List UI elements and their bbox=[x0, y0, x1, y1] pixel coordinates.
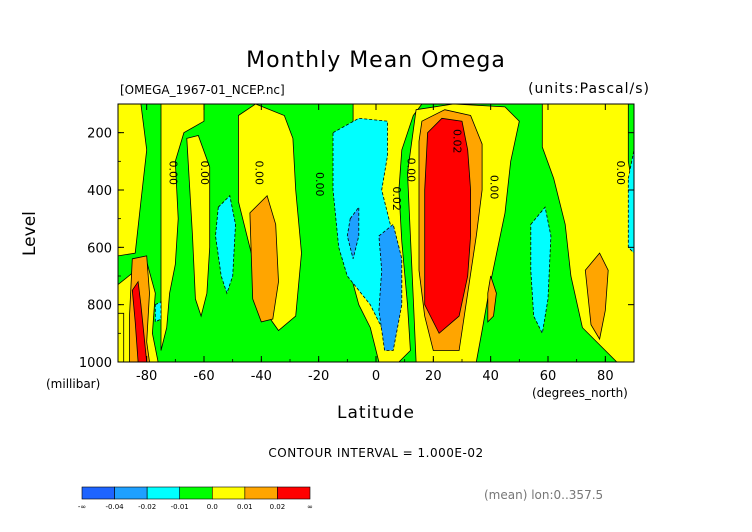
x-tick-label: -20 bbox=[308, 369, 329, 384]
contour-region-0.0_0.01 bbox=[186, 135, 211, 318]
footnote: (mean) lon:0..357.5 bbox=[484, 488, 604, 502]
contour-region--0.02_-0.01 bbox=[530, 206, 552, 335]
colorbar-swatch bbox=[179, 486, 213, 500]
contour-label: 0.02 bbox=[450, 129, 463, 154]
contour-region-0.01_0.02 bbox=[584, 252, 609, 341]
colorbar-swatch bbox=[146, 486, 181, 500]
y-axis-units: (millibar) bbox=[46, 377, 101, 391]
x-tick-label: 80 bbox=[597, 369, 614, 384]
x-tick-label: -40 bbox=[251, 369, 272, 384]
x-tick-label: 20 bbox=[425, 369, 442, 384]
contour-region--0.02_-0.01 bbox=[154, 301, 162, 323]
x-tick-label: 40 bbox=[482, 369, 499, 384]
contour-label: 0.02 bbox=[390, 186, 403, 211]
colorbar-label: -0.02 bbox=[138, 503, 156, 511]
contour-label: 0.00 bbox=[614, 161, 627, 186]
x-tick-label: -80 bbox=[136, 369, 157, 384]
colorbar-label: ∞ bbox=[307, 503, 313, 511]
contour-region--0.02_-0.01 bbox=[627, 149, 634, 254]
chart-title: Monthly Mean Omega bbox=[246, 48, 506, 73]
colorbar-swatch bbox=[211, 486, 246, 500]
y-tick-label: 600 bbox=[87, 241, 112, 256]
contour-region-0.0_0.01 bbox=[118, 312, 125, 362]
x-axis-units: (degrees_north) bbox=[532, 386, 628, 400]
colorbar-swatch bbox=[277, 486, 311, 500]
y-tick-label: 800 bbox=[87, 299, 112, 314]
y-tick-label: 1000 bbox=[79, 356, 112, 371]
contour-interval-text: CONTOUR INTERVAL = 1.000E-02 bbox=[268, 446, 484, 460]
colorbar-label: 0.01 bbox=[237, 503, 253, 511]
colorbar-swatch bbox=[114, 486, 148, 500]
x-tick-label: -60 bbox=[193, 369, 214, 384]
colorbar-label: -0.04 bbox=[106, 503, 125, 511]
colorbar-swatch bbox=[244, 486, 278, 500]
contour-label: 0.00 bbox=[198, 161, 211, 186]
axes: -80 -60 -40 -20 0 20 40 60 80 200 400 600 800 1000 bbox=[79, 103, 635, 384]
contour-region-0.01_0.02 bbox=[487, 275, 497, 323]
contour-region-0.0_0.01 bbox=[541, 104, 634, 362]
y-tick-label: 400 bbox=[87, 184, 112, 199]
units-label: (units:Pascal/s) bbox=[528, 81, 650, 97]
contour-label: 0.00 bbox=[488, 175, 501, 200]
contour-label: 0.00 bbox=[253, 161, 266, 186]
contour-region--0.04_-0.02 bbox=[346, 205, 360, 259]
colorbar-label: -0.01 bbox=[171, 503, 189, 511]
colorbar-swatch bbox=[81, 486, 115, 500]
file-label: [OMEGA_1967-01_NCEP.nc] bbox=[120, 83, 285, 97]
y-axis-label: Level bbox=[20, 211, 40, 256]
contour-label: 0.00 bbox=[405, 158, 418, 183]
contour-region-0.0_0.01 bbox=[160, 104, 205, 351]
colorbar: -∞ -0.04 -0.02 -0.01 0.0 0.01 0.02 ∞ bbox=[78, 486, 313, 511]
colorbar-label: -∞ bbox=[78, 503, 86, 511]
contour-region-0.0_0.01 bbox=[118, 104, 148, 257]
y-tick-label: 200 bbox=[87, 127, 112, 142]
x-tick-label: 0 bbox=[372, 369, 380, 384]
x-tick-label: 60 bbox=[540, 369, 557, 384]
contour-region--0.02_-0.01 bbox=[215, 194, 236, 295]
contour-labels: 0.00 0.00 0.00 0.000.000.020.020.000.00 bbox=[167, 129, 627, 211]
contour-region--0.04_-0.02 bbox=[378, 223, 403, 351]
x-axis-label: Latitude bbox=[337, 403, 415, 423]
contour-label: 0.00 bbox=[313, 172, 326, 197]
contour-regions bbox=[118, 104, 634, 362]
contour-region-above_0.02 bbox=[424, 117, 472, 334]
colorbar-label: 0.02 bbox=[270, 503, 286, 511]
colorbar-label: 0.0 bbox=[207, 503, 218, 511]
contour-region-0.01_0.02 bbox=[249, 194, 279, 323]
contour-label: 0.00 bbox=[167, 161, 180, 186]
contour-region-above_0.02 bbox=[131, 280, 148, 362]
